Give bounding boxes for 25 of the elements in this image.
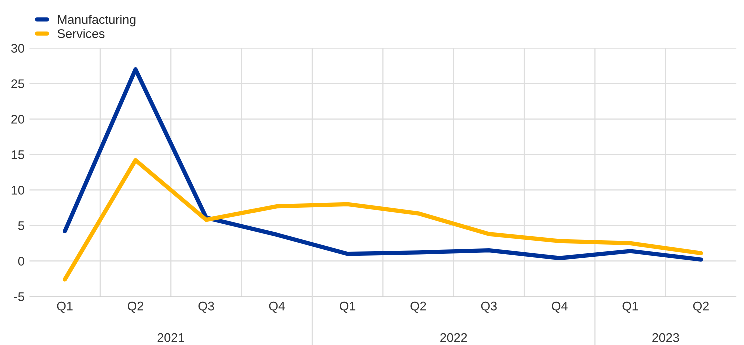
x-tick-label: Q4 [269, 302, 286, 313]
x-tick-label: Q2 [128, 302, 144, 313]
legend-label: Services [58, 29, 105, 38]
y-tick-label: 30 [11, 44, 24, 53]
y-tick-label: -5 [14, 292, 24, 302]
line-series [63, 68, 704, 262]
y-tick-label: 5 [18, 222, 24, 230]
y-tick-label: 10 [12, 186, 24, 195]
text: 2023 [652, 333, 680, 342]
x-tick-label: Q1 [622, 302, 638, 313]
y-tick-label: 25 [12, 80, 24, 88]
y-tick-label: 15 [12, 150, 24, 160]
text: 2022 [440, 333, 468, 342]
x-tick-label: Q2 [410, 302, 426, 313]
x-tick-label: Q3 [198, 302, 214, 313]
x-tick-label: Q4 [552, 302, 568, 313]
y-tick-label: 0 [18, 257, 24, 266]
line-series [63, 158, 704, 282]
x-tick-label: Q2 [693, 302, 709, 313]
legend-label: Manufacturing [58, 14, 136, 27]
x-tick-label: Q1 [57, 302, 73, 313]
text: 2021 [158, 333, 184, 342]
y-tick-label: 20 [12, 115, 24, 124]
x-tick-label: Q1 [340, 302, 356, 313]
x-tick-label: Q3 [481, 302, 497, 313]
